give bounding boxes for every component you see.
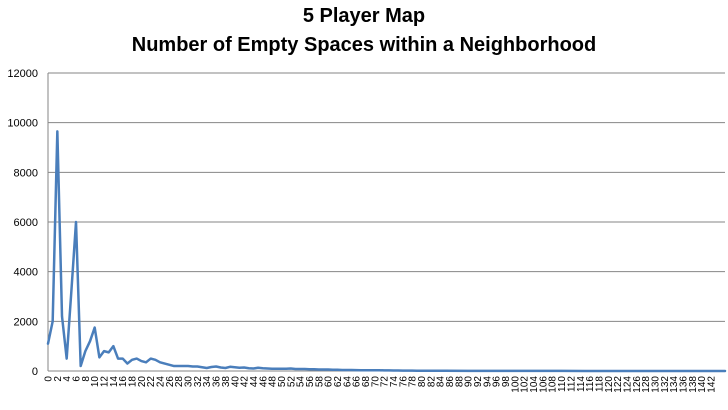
x-tick-label: 24 — [156, 376, 167, 388]
x-tick-label: 134 — [669, 376, 680, 393]
x-tick-label: 32 — [193, 376, 204, 388]
x-tick-label: 132 — [660, 376, 671, 393]
x-tick-label: 60 — [324, 376, 335, 388]
series-layer — [46, 130, 727, 373]
x-tick-label: 6 — [72, 376, 83, 382]
x-tick-label: 116 — [585, 376, 596, 392]
x-tick-label: 30 — [184, 376, 195, 388]
chart-title-line-2: Number of Empty Spaces within a Neighbor… — [132, 34, 596, 56]
x-tick-label: 12 — [100, 376, 111, 388]
x-tick-label: 22 — [146, 376, 157, 388]
x-tick-label: 108 — [548, 376, 559, 393]
y-axis-tick-labels: 0 2000 4000 6000 8000 10000 12000 — [7, 68, 38, 378]
x-tick-label: 138 — [688, 376, 699, 393]
x-tick-label: 62 — [333, 376, 344, 388]
x-tick-label: 74 — [389, 376, 400, 388]
x-tick-label: 72 — [380, 376, 391, 388]
x-tick-label: 18 — [128, 376, 139, 388]
x-tick-label: 38 — [221, 376, 232, 388]
y-tick-label: 4000 — [14, 267, 38, 279]
x-tick-label: 40 — [230, 376, 241, 388]
x-tick-label: 4 — [62, 376, 73, 382]
x-tick-label: 130 — [650, 376, 661, 393]
x-tick-label: 54 — [296, 376, 307, 388]
x-tick-label: 56 — [305, 376, 316, 388]
x-tick-label: 88 — [454, 376, 465, 388]
y-tick-label: 10000 — [7, 118, 38, 130]
x-tick-label: 140 — [697, 376, 708, 393]
x-tick-label: 124 — [622, 376, 633, 393]
x-tick-label: 110 — [557, 376, 568, 392]
x-tick-label: 48 — [268, 376, 279, 388]
x-tick-label: 84 — [436, 376, 447, 388]
x-tick-label: 46 — [258, 376, 269, 388]
x-tick-label: 16 — [118, 376, 129, 388]
y-tick-label: 2000 — [14, 316, 38, 328]
x-tick-label: 96 — [492, 376, 503, 388]
x-tick-label: 68 — [361, 376, 372, 388]
x-tick-label: 126 — [632, 376, 643, 393]
x-tick-label: 0 — [44, 376, 55, 382]
chart-title-line-1: 5 Player Map — [303, 5, 425, 27]
x-tick-label: 70 — [370, 376, 381, 388]
x-tick-label: 14 — [109, 376, 120, 388]
x-tick-label: 142 — [706, 376, 717, 393]
x-tick-label: 136 — [678, 376, 689, 393]
x-tick-label: 80 — [417, 376, 428, 388]
y-tick-label: 6000 — [14, 217, 38, 229]
x-tick-label: 58 — [314, 376, 325, 388]
x-tick-label: 122 — [613, 376, 624, 393]
x-tick-label: 98 — [501, 376, 512, 388]
x-tick-label: 52 — [286, 376, 297, 388]
x-tick-label: 28 — [174, 376, 185, 388]
x-tick-label: 2 — [53, 376, 64, 382]
x-tick-label: 34 — [202, 376, 213, 388]
gridlines — [47, 72, 725, 372]
x-tick-label: 64 — [342, 376, 353, 388]
y-tick-label: 8000 — [14, 167, 38, 179]
x-tick-label: 20 — [137, 376, 148, 388]
x-tick-label: 82 — [426, 376, 437, 388]
x-tick-label: 10 — [90, 376, 101, 388]
x-tick-label: 44 — [249, 376, 260, 388]
x-tick-label: 26 — [165, 376, 176, 388]
x-tick-label: 100 — [510, 376, 521, 393]
x-tick-label: 90 — [464, 376, 475, 388]
x-tick-label: 102 — [520, 376, 531, 393]
x-tick-label: 114 — [576, 376, 587, 392]
y-tick-label: 0 — [32, 366, 38, 378]
x-tick-label: 120 — [604, 376, 615, 393]
x-tick-label: 50 — [277, 376, 288, 388]
x-axis-tick-labels: 0246810121416182022242628303234363840424… — [44, 376, 718, 393]
x-tick-label: 118 — [594, 376, 605, 392]
x-tick-label: 94 — [482, 376, 493, 388]
x-tick-label: 128 — [641, 376, 652, 393]
x-tick-label: 8 — [81, 376, 92, 382]
y-tick-label: 12000 — [7, 68, 38, 80]
x-tick-label: 106 — [538, 376, 549, 393]
x-tick-label: 86 — [445, 376, 456, 388]
series-line-0 — [46, 130, 727, 373]
x-tick-label: 66 — [352, 376, 363, 388]
x-tick-label: 78 — [408, 376, 419, 388]
x-tick-label: 112 — [566, 376, 577, 392]
x-tick-label: 76 — [398, 376, 409, 388]
x-tick-label: 92 — [473, 376, 484, 388]
x-tick-label: 36 — [212, 376, 223, 388]
x-tick-label: 104 — [529, 376, 540, 393]
x-tick-label: 42 — [240, 376, 251, 388]
